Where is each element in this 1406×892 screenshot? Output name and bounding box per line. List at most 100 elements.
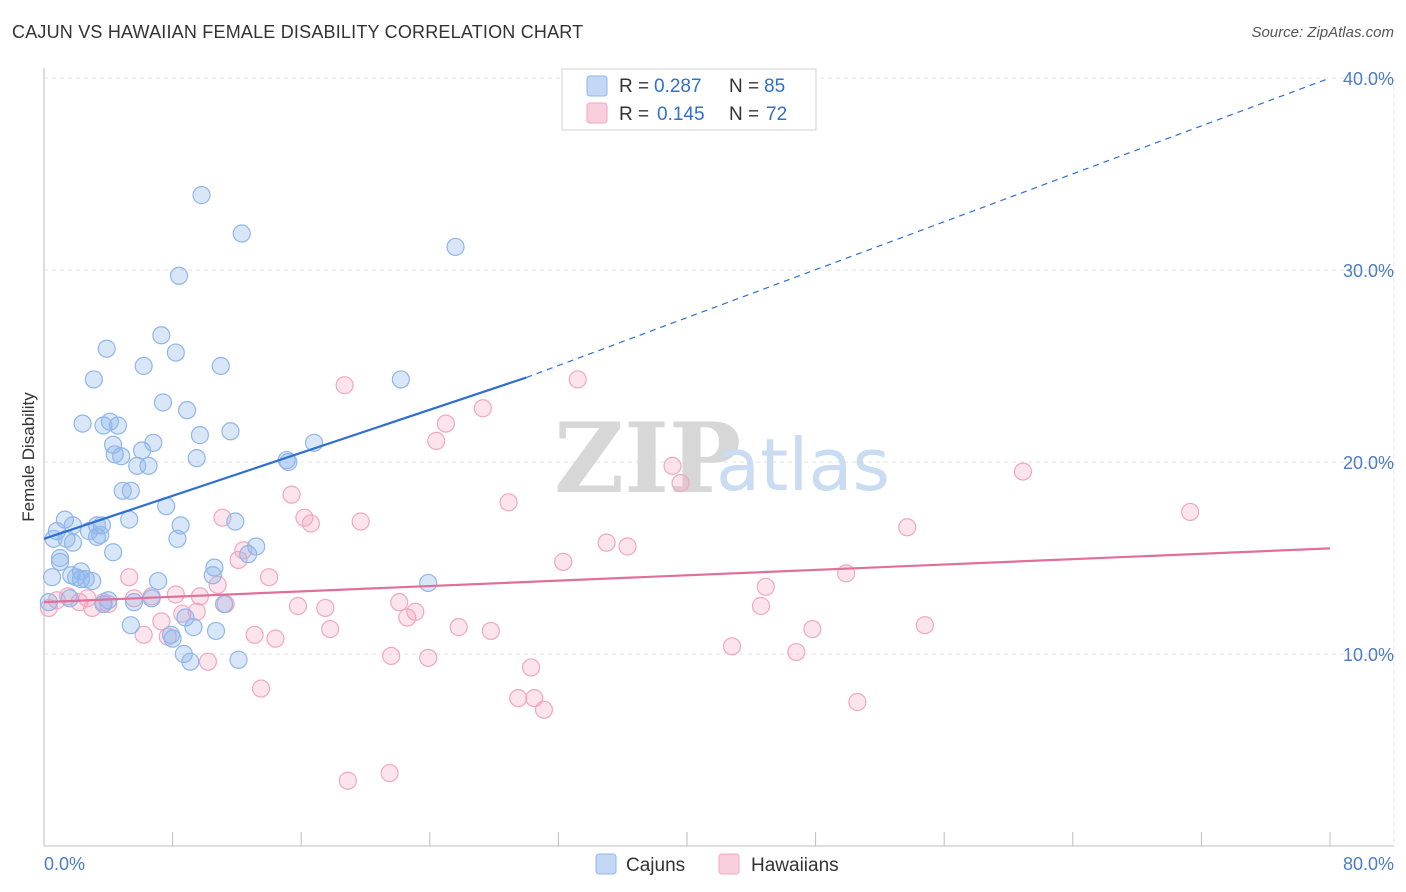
hawaiians-point	[266, 629, 285, 648]
hawaiians-point	[597, 533, 616, 552]
hawaiians-point	[301, 514, 320, 533]
hawaiians-point	[663, 456, 682, 475]
cajuns-point	[205, 558, 224, 577]
hawaiians-point	[338, 771, 357, 790]
hawaiians-point	[618, 537, 637, 556]
cajuns-point	[108, 416, 128, 435]
cajuns-point	[163, 629, 182, 648]
legend-r-value-hawaiians: 0.145	[657, 104, 705, 125]
bottom-legend-swatch-hawaiians	[718, 853, 740, 875]
legend-n-label-hawaiians: N =	[729, 104, 759, 125]
cajuns-point	[214, 594, 234, 614]
hawaiians-points	[39, 370, 1200, 790]
chart-title: CAJUN VS HAWAIIAN FEMALE DISABILITY CORR…	[12, 22, 584, 42]
cajuns-point	[184, 618, 203, 637]
cajuns-point	[73, 414, 92, 433]
cajuns-point	[168, 529, 187, 548]
cajuns-point	[87, 516, 107, 535]
hawaiians-point	[288, 596, 308, 616]
hawaiians-point	[509, 689, 528, 708]
hawaiians-point	[351, 512, 370, 531]
hawaiians-point	[406, 602, 425, 621]
y-tick-label: 20.0%	[1343, 453, 1394, 473]
bottom-legend-label-cajuns: Cajuns	[626, 855, 685, 876]
hawaiians-point	[521, 658, 541, 677]
hawaiians-point	[198, 652, 218, 671]
cajuns-point	[76, 570, 95, 589]
hawaiians-point	[208, 575, 227, 594]
cajuns-point	[187, 449, 206, 468]
cajuns-point	[206, 621, 226, 641]
cajuns-point	[139, 456, 158, 475]
hawaiians-point	[259, 568, 279, 587]
hawaiians-point	[419, 648, 438, 667]
cajuns-point	[149, 571, 168, 591]
cajuns-point	[104, 543, 123, 562]
legend-swatch-cajuns	[586, 75, 608, 97]
x-ticks	[43, 832, 1331, 846]
cajuns-point	[192, 186, 211, 205]
hawaiians-point	[229, 550, 248, 570]
cajuns-point	[391, 370, 410, 389]
hawaiians-point	[187, 602, 206, 621]
cajuns-point	[120, 510, 139, 529]
cajuns-point	[226, 512, 245, 531]
cajuns-points	[39, 186, 465, 671]
cajuns-point	[177, 401, 197, 420]
cajuns-point	[169, 266, 189, 285]
cajuns-point	[144, 433, 163, 452]
hawaiians-trendline	[43, 547, 1331, 604]
legend-n-value-hawaiians: 72	[766, 104, 787, 125]
cajuns-point	[221, 422, 240, 441]
hawaiians-point	[534, 700, 554, 719]
cajuns-point	[63, 533, 83, 552]
legend-r-label-hawaiians: R =	[619, 104, 649, 125]
hawaiians-point	[282, 485, 301, 504]
hawaiians-point	[134, 625, 153, 644]
hawaiians-point	[756, 577, 775, 596]
cajuns-point	[97, 339, 116, 358]
hawaiians-point	[436, 414, 455, 433]
hawaiians-point	[380, 763, 399, 783]
cajuns-point	[50, 548, 70, 568]
legend-swatch-hawaiians	[586, 102, 608, 124]
hawaiians-point	[335, 376, 354, 395]
cajuns-point	[166, 343, 185, 362]
cajuns-point	[84, 370, 103, 389]
cajuns-point	[153, 393, 173, 412]
hawaiians-point	[481, 621, 500, 641]
y-tick-label: 10.0%	[1343, 645, 1394, 665]
cajuns-trendline	[43, 376, 527, 540]
cajuns-point	[42, 568, 62, 587]
bottom-legend-swatch-cajuns	[595, 853, 617, 875]
cajuns-point	[71, 570, 91, 589]
y-tick-label: 40.0%	[1343, 69, 1394, 89]
hawaiians-point	[382, 646, 401, 666]
hawaiians-point	[671, 474, 690, 493]
trendlines	[43, 77, 1331, 604]
hawaiians-point	[1181, 502, 1200, 522]
cajuns-point	[121, 481, 140, 500]
cajuns-point	[105, 445, 124, 464]
cajuns-point	[181, 652, 200, 671]
cajuns-point	[83, 571, 102, 591]
legend-box: R = 0.287 N = 85 R = 0.145 N = 72	[561, 68, 817, 131]
cajuns-point	[152, 326, 171, 345]
hawaiians-point	[751, 596, 771, 616]
watermark-atlas: atlas	[716, 423, 890, 507]
cajuns-point	[211, 356, 230, 376]
cajuns-point	[446, 237, 465, 257]
watermark: ZIP atlas	[554, 402, 890, 515]
legend-n-value-cajuns: 85	[764, 76, 785, 97]
x-tick-label-min: 0.0%	[44, 854, 85, 874]
hawaiians-point	[499, 493, 518, 512]
cajuns-point	[121, 616, 140, 635]
y-tick-labels: 10.0% 20.0% 30.0% 40.0%	[1343, 69, 1394, 665]
hawaiians-point	[1013, 462, 1033, 481]
cajuns-point	[50, 552, 70, 571]
hawaiians-point	[787, 642, 806, 662]
hawaiians-point	[316, 598, 335, 618]
legend-r-label-cajuns: R =	[619, 76, 649, 97]
cajuns-point	[171, 516, 190, 535]
